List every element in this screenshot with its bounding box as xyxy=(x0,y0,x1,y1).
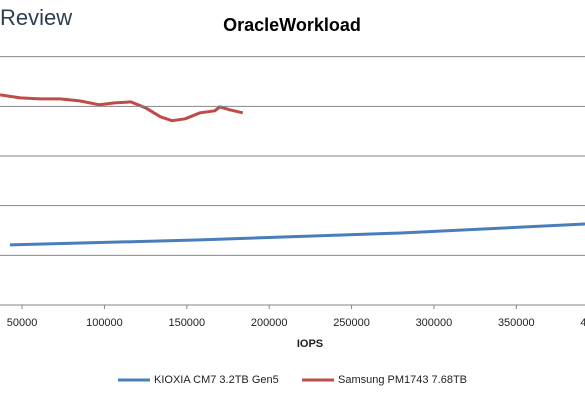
legend-label: Samsung PM1743 7.68TB xyxy=(338,374,467,386)
series-line xyxy=(9,222,585,247)
x-axis-label: IOPS xyxy=(297,338,323,350)
x-tick-label: 50000 xyxy=(7,317,38,329)
x-tick-label: 250000 xyxy=(333,317,370,329)
x-tick-label: 350000 xyxy=(498,317,535,329)
x-tick-label: 300000 xyxy=(416,317,453,329)
legend-label: KIOXIA CM7 3.2TB Gen5 xyxy=(154,374,279,386)
x-tick-label: 150000 xyxy=(168,317,205,329)
x-tick-label: 200000 xyxy=(251,317,288,329)
x-tick-label: 400000 xyxy=(580,317,585,329)
series-line xyxy=(0,93,244,123)
watermark: Review xyxy=(0,5,72,30)
x-tick-label: 100000 xyxy=(86,317,123,329)
plot-area xyxy=(0,93,585,247)
chart-title: OracleWorkload xyxy=(223,15,361,35)
